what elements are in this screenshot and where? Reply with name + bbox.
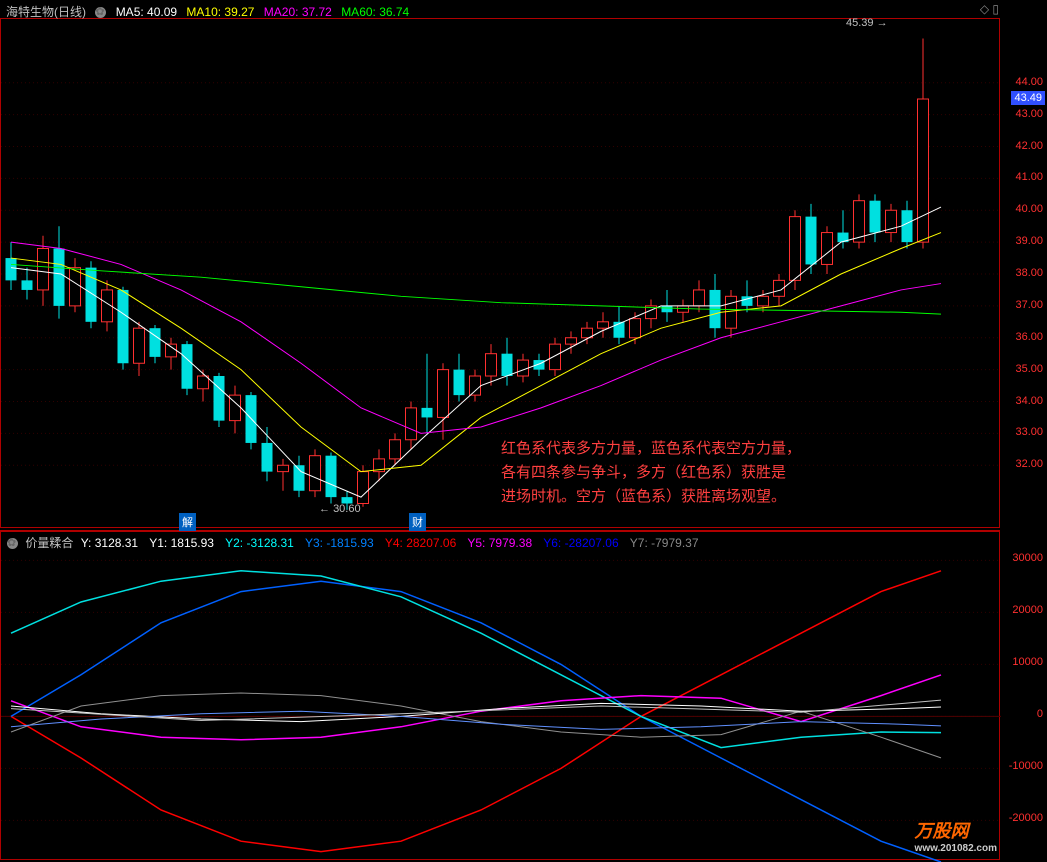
y6-val: Y6: -28207.06: [543, 536, 622, 550]
y2-val: Y2: -3128.31: [225, 536, 298, 550]
marker-jie: 解: [179, 513, 196, 531]
sub-title: 价量糅合: [25, 536, 73, 550]
chart-header: 海特生物(日线) MA5: 40.09 MA10: 39.27 MA20: 37…: [6, 3, 415, 20]
y1-val: Y1: 1815.93: [149, 536, 218, 550]
y4-val: Y4: 28207.06: [385, 536, 460, 550]
sub-chart-header: 价量糅合 Y: 3128.31 Y1: 1815.93 Y2: -3128.31…: [7, 534, 707, 551]
gear-icon[interactable]: [95, 7, 106, 18]
sub-y-axis: -20000-100000100002000030000: [1001, 530, 1047, 860]
annotation-text: 红色系代表多方力量，蓝色系代表空方力量， 各有四条参与争斗，多方（红色系）获胜是…: [501, 437, 801, 509]
main-candlestick-chart[interactable]: 红色系代表多方力量，蓝色系代表空方力量， 各有四条参与争斗，多方（红色系）获胜是…: [0, 18, 1000, 528]
high-price-label: 45.39 →: [846, 17, 888, 29]
stock-name: 海特生物(日线): [6, 5, 86, 19]
y7-val: Y7: -7979.37: [630, 536, 703, 550]
sub-indicator-chart[interactable]: 价量糅合 Y: 3128.31 Y1: 1815.93 Y2: -3128.31…: [0, 530, 1000, 860]
top-right-controls[interactable]: ◇ ▯: [980, 2, 999, 16]
watermark-logo: 万股网 www.201082.com: [915, 817, 997, 854]
ma5-label: MA5: 40.09: [116, 5, 177, 19]
y0-val: Y: 3128.31: [81, 536, 142, 550]
current-price-tag: 43.49: [1011, 91, 1045, 105]
y5-val: Y5: 7979.38: [467, 536, 536, 550]
marker-cai: 财: [409, 513, 426, 531]
gear-icon[interactable]: [7, 538, 18, 549]
low-price-label: ← 30.60: [319, 503, 361, 515]
y3-val: Y3: -1815.93: [305, 536, 378, 550]
ma20-label: MA20: 37.72: [264, 5, 332, 19]
ma10-label: MA10: 39.27: [186, 5, 254, 19]
ma60-label: MA60: 36.74: [341, 5, 409, 19]
